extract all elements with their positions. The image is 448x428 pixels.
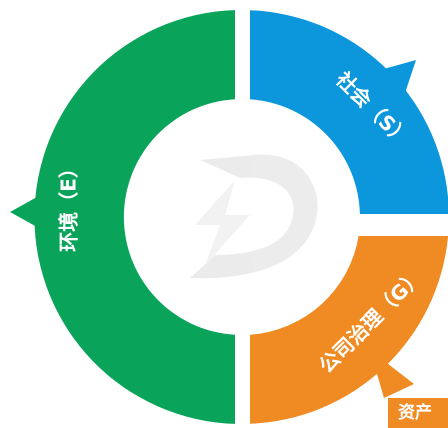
social-arrow (366, 60, 416, 108)
tag-box (388, 398, 448, 428)
environment-label: 环境（E） (57, 158, 81, 252)
environment-segment (34, 10, 235, 424)
environment-arrow (10, 192, 46, 232)
center-logo (190, 154, 318, 279)
tag-label: 资产 (398, 402, 432, 423)
social-segment (250, 10, 448, 215)
governance-arrow (370, 350, 414, 398)
governance-segment (250, 236, 448, 424)
